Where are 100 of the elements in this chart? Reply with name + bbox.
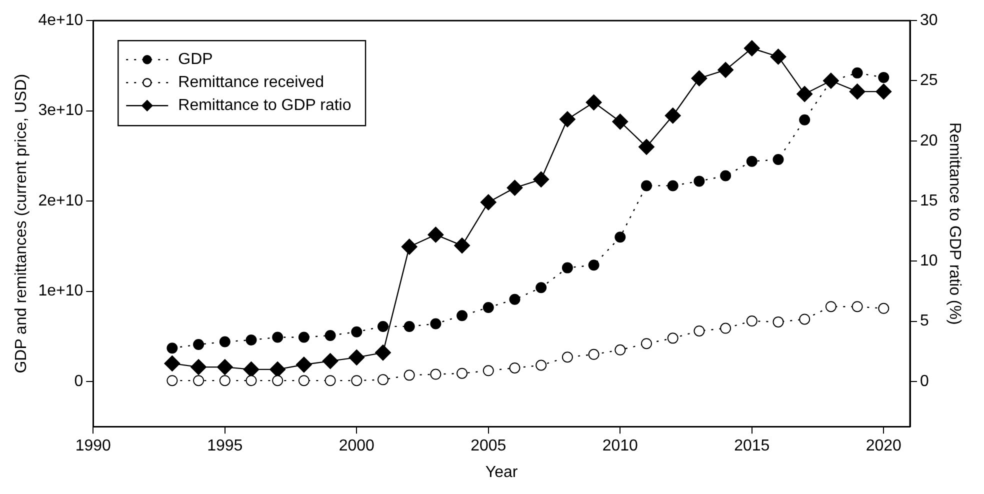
point [246, 334, 257, 346]
point [770, 48, 786, 65]
point [482, 302, 494, 314]
legend-label: GDP [178, 51, 213, 68]
y2-tick-label: 0 [920, 372, 930, 390]
point [852, 301, 863, 312]
point [324, 330, 336, 341]
point [614, 344, 626, 356]
point [509, 294, 520, 305]
point [746, 316, 758, 327]
point [533, 171, 550, 188]
legend-label: Remittance to GDP ratio [178, 97, 352, 114]
x-tick-label: 2010 [602, 438, 638, 455]
point [562, 262, 573, 274]
point [852, 67, 863, 78]
y-tick-label: 0 [74, 372, 84, 390]
point [456, 310, 468, 322]
point [166, 375, 178, 386]
point [454, 238, 470, 254]
x-tick-label: 2020 [866, 438, 902, 455]
point [559, 111, 576, 128]
point [638, 138, 654, 155]
point [588, 348, 600, 360]
point [720, 170, 732, 182]
point [614, 232, 626, 243]
y2-tick-label: 20 [920, 132, 938, 150]
point [216, 359, 233, 376]
point [799, 114, 810, 126]
point [878, 72, 890, 83]
point [562, 352, 573, 363]
point [667, 332, 678, 344]
point [348, 349, 365, 366]
y2-tick-label: 5 [920, 312, 930, 330]
point [404, 320, 415, 332]
point [404, 370, 415, 381]
point [536, 282, 547, 294]
legend-label: Remittance received [178, 74, 324, 92]
point [772, 316, 784, 328]
point [272, 332, 284, 343]
y2-axis-title: Remittance to GDP ratio (%) [946, 122, 963, 325]
point [720, 322, 732, 334]
point [849, 84, 866, 100]
point [664, 108, 681, 124]
y-tick-label: 4e+10 [38, 12, 84, 30]
x-tick-label: 1990 [75, 438, 112, 455]
point [324, 375, 336, 386]
point [377, 374, 388, 386]
y-tick-label: 3e+10 [38, 102, 84, 120]
point [536, 360, 547, 371]
point [298, 375, 310, 386]
point [509, 362, 520, 374]
point [694, 325, 705, 336]
point [351, 375, 362, 386]
point [691, 70, 708, 86]
x-tick-label: 2000 [338, 438, 375, 455]
point [878, 302, 890, 314]
point [272, 375, 284, 386]
point [430, 318, 442, 330]
x-tick-label: 2015 [734, 438, 770, 455]
y-axis-title: GDP and remittances (current price, USD) [13, 74, 30, 374]
point [270, 361, 286, 378]
y2-tick-label: 15 [920, 192, 938, 210]
point [377, 320, 388, 332]
y2-tick-label: 10 [920, 252, 938, 270]
point [193, 375, 204, 386]
point [322, 353, 338, 370]
point [401, 238, 418, 255]
x-tick-label: 1995 [207, 438, 243, 455]
point [612, 114, 628, 130]
point [219, 375, 230, 386]
point [193, 339, 204, 350]
y2-tick-label: 25 [920, 72, 938, 90]
point [799, 314, 810, 325]
x-tick-label: 2005 [470, 438, 506, 455]
point [825, 301, 836, 312]
point [428, 226, 444, 243]
point [772, 154, 784, 166]
point [588, 260, 600, 271]
point [164, 355, 180, 372]
point [430, 368, 442, 380]
point [219, 336, 230, 348]
point [243, 361, 260, 378]
point [641, 180, 652, 192]
point [641, 338, 652, 350]
point [351, 326, 362, 338]
point [796, 86, 813, 102]
point [190, 359, 207, 376]
point [718, 62, 734, 78]
point [586, 94, 602, 110]
y2-tick-label: 30 [920, 12, 938, 30]
point [298, 332, 310, 343]
point [744, 40, 760, 56]
point [456, 368, 468, 379]
point [746, 156, 758, 167]
point [374, 344, 391, 361]
point [506, 180, 523, 196]
point [480, 194, 496, 210]
point [246, 375, 257, 386]
point [296, 356, 312, 373]
point [667, 180, 678, 192]
